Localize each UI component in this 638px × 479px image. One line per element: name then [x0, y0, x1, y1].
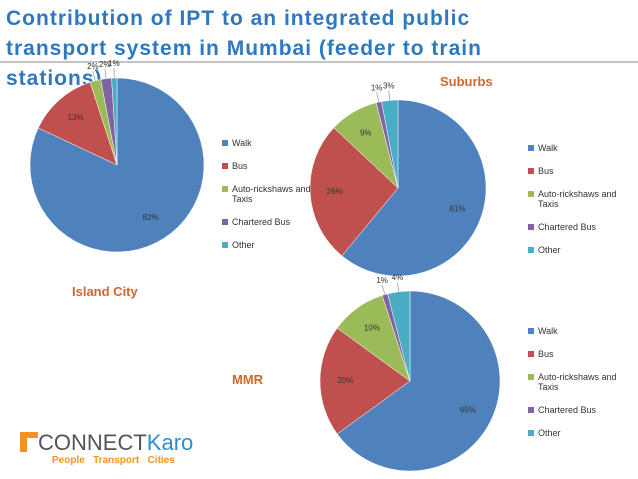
legend-label: Auto-rickshaws and Taxis: [538, 189, 617, 209]
legend-label: Chartered Bus: [538, 222, 597, 232]
data-label: 65%: [460, 406, 476, 415]
legend-swatch: [528, 168, 534, 174]
data-label: 2%: [99, 60, 111, 69]
legend-swatch: [528, 374, 534, 380]
data-label: 61%: [450, 205, 466, 214]
data-label: 82%: [143, 213, 159, 222]
leader-line: [376, 92, 380, 103]
legend-swatch: [528, 430, 534, 436]
leader-line: [92, 70, 96, 81]
logo-name: CONNECTKaro: [38, 430, 193, 455]
slide-title: transport system in Mumbai (feeder to tr…: [6, 37, 482, 60]
legend-item: Other: [528, 245, 618, 255]
legend-label: Bus: [538, 166, 554, 176]
legend-swatch: [528, 328, 534, 334]
logo-tagline: People Transport Cities: [52, 455, 175, 466]
legend-swatch: [528, 145, 534, 151]
legend-label: Other: [538, 428, 561, 438]
pie-slice: [381, 99, 399, 189]
logo: CONNECTKaro People Transport Cities: [20, 430, 193, 466]
legend-item: Other: [528, 428, 618, 438]
legend-label: Bus: [538, 349, 554, 359]
legend-label: Chartered Bus: [232, 217, 291, 227]
legend-item: Chartered Bus: [222, 217, 312, 227]
legend-item: Walk: [222, 138, 312, 148]
pie-slice: [37, 81, 118, 166]
pie-slice: [336, 290, 501, 472]
leader-line: [388, 90, 391, 101]
legend-swatch: [222, 242, 228, 248]
data-label: 1%: [108, 59, 120, 68]
legend-label: Other: [538, 245, 561, 255]
pie: 61% 26% 9% 1% 3%: [309, 82, 487, 277]
legend-item: Auto-rickshaws and Taxis: [222, 184, 312, 204]
legend-item: Bus: [222, 161, 312, 171]
data-label: 3%: [383, 82, 395, 91]
legend-label: Bus: [232, 161, 248, 171]
legend-item: Bus: [528, 349, 618, 359]
legend-item: Walk: [528, 143, 618, 153]
data-label: 1%: [376, 276, 388, 285]
pie: 82%13%2% 2%1%: [29, 59, 205, 253]
chart-title: Island City: [72, 284, 139, 299]
legend-label: Other: [232, 240, 255, 250]
pie: 65% 20% 10% 1% 4%: [319, 273, 501, 472]
data-label: 10%: [364, 324, 380, 333]
data-label: 26%: [327, 187, 343, 196]
chart-title: MMR: [232, 372, 264, 387]
legend-item: Auto-rickshaws and Taxis: [528, 372, 618, 392]
legend-swatch: [528, 351, 534, 357]
data-label: 13%: [68, 113, 84, 122]
pie-slice: [111, 77, 118, 166]
leader-line: [397, 281, 400, 292]
legend-swatch: [528, 407, 534, 413]
pie-slice: [341, 99, 487, 277]
pie-slice: [309, 127, 399, 257]
legend-swatch: [528, 224, 534, 230]
logo-icon: [20, 432, 38, 452]
legend-label: Auto-rickshaws and Taxis: [232, 184, 311, 204]
legend-swatch: [528, 247, 534, 253]
pie-slice: [319, 327, 411, 435]
data-label: 2%: [87, 62, 99, 71]
logo-name-part: Karo: [147, 430, 193, 455]
legend-swatch: [222, 140, 228, 146]
data-label: 1%: [371, 83, 383, 92]
data-label: 4%: [392, 273, 404, 282]
data-label: 20%: [337, 376, 353, 385]
logo-name-part: CONNECT: [38, 430, 147, 455]
pie-slice: [387, 290, 411, 382]
legend-swatch: [222, 186, 228, 192]
legend-swatch: [528, 191, 534, 197]
legend-item: Walk: [528, 326, 618, 336]
legend-label: Walk: [232, 138, 252, 148]
legend-item: Other: [222, 240, 312, 250]
leader-line: [104, 68, 107, 79]
legend-label: Auto-rickshaws and Taxis: [538, 372, 617, 392]
legend-label: Walk: [538, 143, 558, 153]
legend-item: Auto-rickshaws and Taxis: [528, 189, 618, 209]
legend-swatch: [222, 219, 228, 225]
legend-item: Bus: [528, 166, 618, 176]
data-label: 9%: [360, 129, 372, 138]
slide-title: stations): [6, 67, 103, 90]
slide-title: Contribution of IPT to an integrated pub…: [6, 7, 470, 30]
legend-swatch: [222, 163, 228, 169]
legend-label: Walk: [538, 326, 558, 336]
legend-label: Chartered Bus: [538, 405, 597, 415]
leader-line: [381, 284, 386, 295]
legend-item: Chartered Bus: [528, 222, 618, 232]
pie-slice: [29, 77, 205, 253]
chart-title: Suburbs: [440, 74, 493, 89]
legend-item: Chartered Bus: [528, 405, 618, 415]
